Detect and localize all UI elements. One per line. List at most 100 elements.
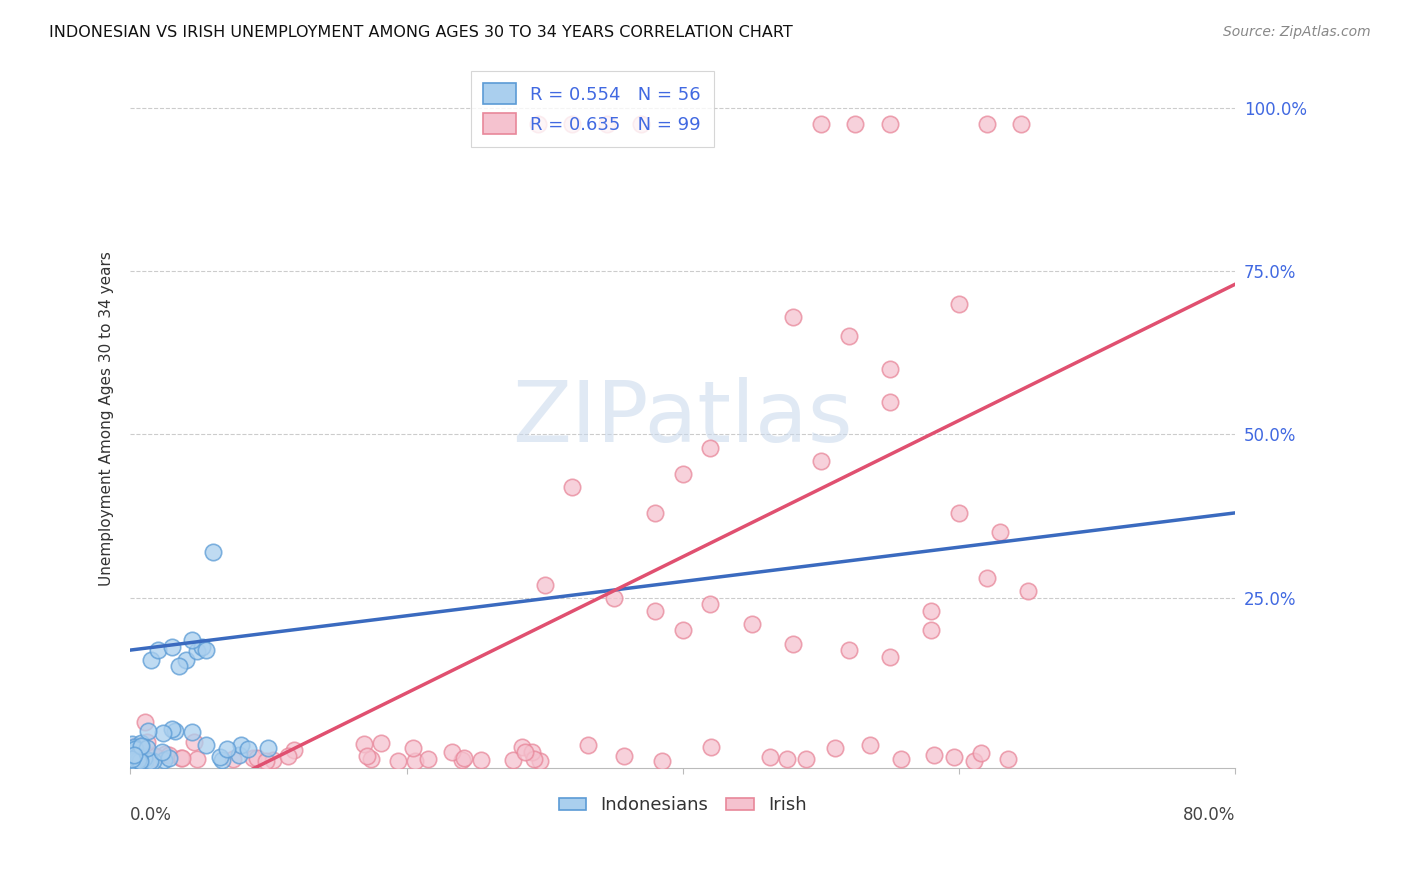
Point	[370, 736, 392, 750]
Point	[136, 723, 159, 738]
Point	[796, 752, 818, 766]
Point	[139, 754, 162, 768]
Point	[195, 738, 218, 752]
Point	[121, 750, 143, 764]
Point	[890, 752, 912, 766]
Point	[561, 480, 583, 494]
Point	[513, 746, 536, 760]
Point	[127, 744, 149, 758]
Point	[152, 726, 174, 740]
Point	[997, 752, 1019, 766]
Point	[236, 742, 259, 756]
Point	[741, 616, 763, 631]
Point	[121, 737, 143, 751]
Point	[142, 754, 165, 768]
Point	[502, 753, 524, 767]
Point	[758, 750, 780, 764]
Point	[630, 117, 652, 131]
Point	[879, 649, 901, 664]
Y-axis label: Unemployment Among Ages 30 to 34 years: Unemployment Among Ages 30 to 34 years	[100, 251, 114, 585]
Point	[387, 754, 409, 768]
Point	[523, 752, 546, 766]
Point	[561, 117, 583, 131]
Point	[121, 746, 143, 760]
Point	[121, 750, 143, 764]
Point	[990, 525, 1012, 540]
Point	[157, 750, 180, 764]
Point	[510, 739, 533, 754]
Point	[121, 748, 143, 763]
Point	[644, 604, 666, 618]
Point	[134, 714, 156, 729]
Point	[132, 751, 155, 765]
Point	[124, 752, 146, 766]
Point	[131, 752, 153, 766]
Point	[124, 742, 146, 756]
Point	[180, 725, 202, 739]
Point	[186, 644, 208, 658]
Text: Source: ZipAtlas.com: Source: ZipAtlas.com	[1223, 25, 1371, 39]
Point	[242, 750, 264, 764]
Point	[924, 747, 946, 762]
Point	[404, 754, 426, 768]
Point	[699, 598, 721, 612]
Point	[578, 738, 600, 752]
Point	[124, 750, 146, 764]
Point	[353, 737, 375, 751]
Point	[520, 745, 543, 759]
Point	[129, 739, 152, 754]
Point	[125, 751, 148, 765]
Point	[183, 735, 205, 749]
Point	[453, 750, 475, 764]
Point	[246, 751, 269, 765]
Point	[138, 752, 160, 766]
Point	[121, 741, 143, 756]
Point	[838, 643, 860, 657]
Legend: Indonesians, Irish: Indonesians, Irish	[551, 789, 814, 822]
Point	[128, 750, 150, 764]
Point	[970, 746, 993, 760]
Point	[613, 748, 636, 763]
Point	[229, 738, 252, 752]
Point	[603, 591, 626, 605]
Text: 0.0%: 0.0%	[131, 806, 172, 824]
Point	[208, 750, 231, 764]
Point	[143, 749, 166, 764]
Point	[129, 739, 152, 753]
Point	[121, 754, 143, 768]
Point	[129, 736, 152, 750]
Point	[356, 748, 378, 763]
Point	[129, 749, 152, 764]
Point	[418, 752, 440, 766]
Point	[167, 659, 190, 673]
Point	[879, 362, 901, 376]
Point	[879, 117, 901, 131]
Point	[533, 578, 555, 592]
Point	[202, 545, 225, 559]
Point	[122, 753, 145, 767]
Point	[943, 750, 966, 764]
Point	[127, 753, 149, 767]
Point	[186, 752, 208, 766]
Point	[150, 745, 173, 759]
Point	[450, 753, 472, 767]
Point	[138, 754, 160, 768]
Point	[136, 735, 159, 749]
Point	[191, 640, 214, 654]
Point	[824, 741, 846, 756]
Point	[125, 749, 148, 764]
Point	[700, 739, 723, 754]
Point	[174, 653, 197, 667]
Text: 80.0%: 80.0%	[1182, 806, 1236, 824]
Point	[124, 739, 146, 753]
Point	[782, 310, 804, 324]
Point	[136, 749, 159, 764]
Point	[1017, 584, 1039, 599]
Point	[402, 741, 425, 756]
Point	[129, 743, 152, 757]
Text: ZIPatlas: ZIPatlas	[513, 376, 853, 459]
Point	[596, 117, 619, 131]
Point	[283, 743, 305, 757]
Point	[699, 441, 721, 455]
Point	[129, 748, 152, 763]
